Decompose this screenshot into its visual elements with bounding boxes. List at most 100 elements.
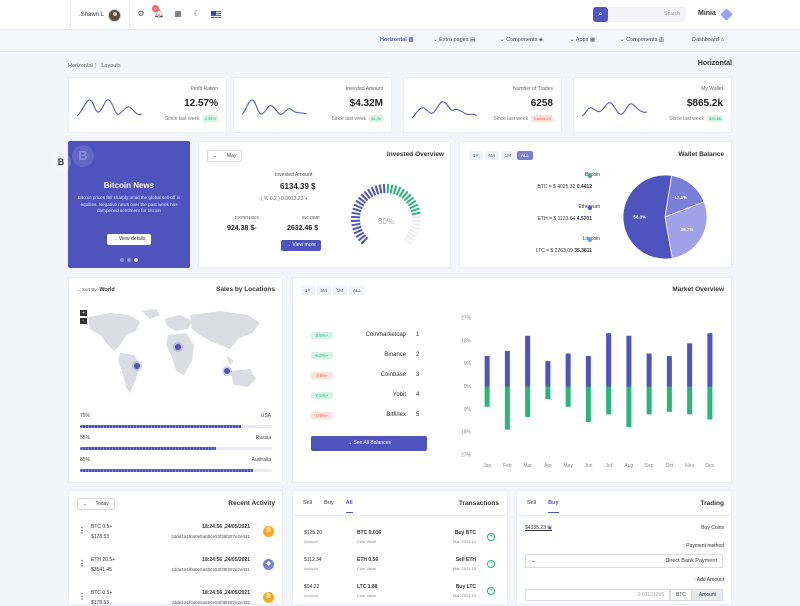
avatar[interactable] xyxy=(108,8,122,22)
add-circle-icon[interactable]: + xyxy=(487,560,495,568)
brand-name[interactable]: Minia xyxy=(698,10,716,17)
bitcoin-watermark-icon: B xyxy=(72,145,94,167)
activity-filter-select[interactable]: ⌄ Today xyxy=(77,498,115,510)
bar-down[interactable] xyxy=(525,386,531,417)
nav-components-2[interactable]: ⌄ Components ▥ xyxy=(620,37,665,43)
trading-title: Trading xyxy=(700,500,724,507)
gauge-ticks xyxy=(351,184,421,245)
bar-down[interactable] xyxy=(545,386,551,400)
search-button[interactable]: ⌕ xyxy=(593,7,608,22)
payment-method-select[interactable]: ⌄ Direct Bank Payment xyxy=(525,554,723,568)
sales-progress-fill xyxy=(80,447,216,450)
more-vertical-icon[interactable]: ⋮ xyxy=(78,559,86,568)
bar-down[interactable] xyxy=(504,386,510,430)
tab-sell[interactable]: Sell xyxy=(303,500,313,506)
settings-icon[interactable]: ⚙ xyxy=(137,9,145,18)
tab-1y[interactable]: 1Y xyxy=(469,151,483,160)
pie-label: 58.3% xyxy=(633,215,646,220)
gauge-tick xyxy=(411,215,421,219)
see-all-balances-button[interactable]: → See All Balances xyxy=(311,436,427,451)
more-vertical-icon[interactable]: ⋮ xyxy=(78,592,86,601)
nav-extra-pages[interactable]: ⌄ Extra pages ▤ xyxy=(433,37,476,43)
currency-label: BTC xyxy=(670,589,692,601)
tab-all[interactable]: ALL xyxy=(517,151,534,160)
view-details-button[interactable]: → View details xyxy=(107,234,151,245)
income-value: 2632.46 $ xyxy=(287,225,319,232)
pie-slice[interactable] xyxy=(664,175,705,218)
bar-up[interactable] xyxy=(565,353,571,387)
bar-down[interactable] xyxy=(626,386,632,428)
add-amount-label: : Add Amount xyxy=(694,577,724,583)
pie-slice[interactable] xyxy=(664,201,708,259)
amount-addon: Amount xyxy=(692,589,723,601)
tab-1m[interactable]: 1M xyxy=(332,286,348,295)
bar-up[interactable] xyxy=(585,356,591,387)
bar-down[interactable] xyxy=(565,386,571,407)
tab-1m[interactable]: 1M xyxy=(500,151,516,160)
change-pill: 2.5%+ xyxy=(311,332,333,339)
bar-down[interactable] xyxy=(585,386,591,423)
tx-coin: BTC 0.016 xyxy=(357,530,382,536)
bar-up[interactable] xyxy=(606,333,612,387)
logo-icon[interactable] xyxy=(720,8,733,21)
bar-up[interactable] xyxy=(525,335,531,387)
bell-icon[interactable]: 🔔︎ xyxy=(154,9,165,18)
bar-down[interactable] xyxy=(666,386,672,412)
carousel-dots xyxy=(120,258,138,262)
gauge-tick xyxy=(395,186,402,196)
moon-icon[interactable]: ☾ xyxy=(193,9,201,18)
bar-up[interactable] xyxy=(626,335,632,387)
tab-6m[interactable]: 6M xyxy=(484,151,499,160)
add-circle-icon[interactable]: + xyxy=(487,587,495,595)
tab-1y[interactable]: 1Y xyxy=(301,286,315,295)
tab-6m[interactable]: 6M xyxy=(316,286,331,295)
add-circle-icon[interactable]: + xyxy=(487,533,495,541)
tab-all[interactable]: ALL xyxy=(349,286,366,295)
map-zoom-out-button[interactable]: - xyxy=(80,318,87,324)
carousel-dot[interactable] xyxy=(127,258,131,262)
x-tick-label: Jul xyxy=(605,463,611,469)
world-map[interactable] xyxy=(80,305,270,405)
bar-down[interactable] xyxy=(484,386,490,407)
bar-up[interactable] xyxy=(504,350,510,387)
nav-apps[interactable]: ⌄ Apps ▦ xyxy=(570,37,596,43)
bar-down[interactable] xyxy=(707,386,713,420)
breadcrumb-parent[interactable]: Horizontal xyxy=(68,63,93,69)
sort-select[interactable]: ⌄ Sort By: World xyxy=(77,287,115,293)
nav-horizontal[interactable]: Horizontal ▥ xyxy=(380,37,414,43)
exchange-rank: 5 xyxy=(416,412,420,418)
bar-up[interactable] xyxy=(707,333,713,387)
nav-dashboard[interactable]: Dashboard ⌂ xyxy=(692,37,724,43)
bar-up[interactable] xyxy=(687,343,693,387)
invested-value: 6134.39 $ xyxy=(280,182,316,191)
nav-components[interactable]: ⌄ Components ◈ xyxy=(500,37,544,43)
amount-input[interactable]: 0.00121255 xyxy=(525,589,670,601)
invested-change: ↑ ( % 0.2 ) 0.0012.23 + xyxy=(257,196,308,202)
month-select[interactable]: ⌄ May xyxy=(207,150,243,162)
user-menu[interactable]: .Shawn L xyxy=(70,0,130,30)
bar-down[interactable] xyxy=(646,386,652,415)
bar-up[interactable] xyxy=(666,356,672,387)
map-zoom-in-button[interactable]: + xyxy=(80,310,87,316)
sales-percent: 85% xyxy=(80,457,91,463)
bar-down[interactable] xyxy=(606,386,612,415)
search-input[interactable]: Search xyxy=(608,7,686,22)
tab-sell[interactable]: Sell xyxy=(527,500,537,506)
tab-all[interactable]: All xyxy=(345,500,353,513)
us-flag-icon[interactable] xyxy=(211,11,221,18)
apps-grid-icon[interactable]: ▦ xyxy=(174,9,182,18)
pie-slice[interactable] xyxy=(622,174,673,260)
bar-up[interactable] xyxy=(484,356,490,387)
carousel-dot-active[interactable] xyxy=(134,258,138,262)
bar-up[interactable] xyxy=(646,353,652,387)
carousel-dot[interactable] xyxy=(120,258,124,262)
tab-buy[interactable]: Buy xyxy=(548,500,559,513)
breadcrumb-current: Layouts xyxy=(101,63,121,69)
tab-buy[interactable]: Buy xyxy=(324,500,334,506)
more-vertical-icon[interactable]: ⋮ xyxy=(78,526,86,535)
divider xyxy=(517,515,731,516)
view-more-button[interactable]: → View more xyxy=(281,240,321,251)
bar-up[interactable] xyxy=(545,361,551,387)
activity-title: Recent Activity xyxy=(228,500,275,507)
bar-down[interactable] xyxy=(687,386,693,415)
